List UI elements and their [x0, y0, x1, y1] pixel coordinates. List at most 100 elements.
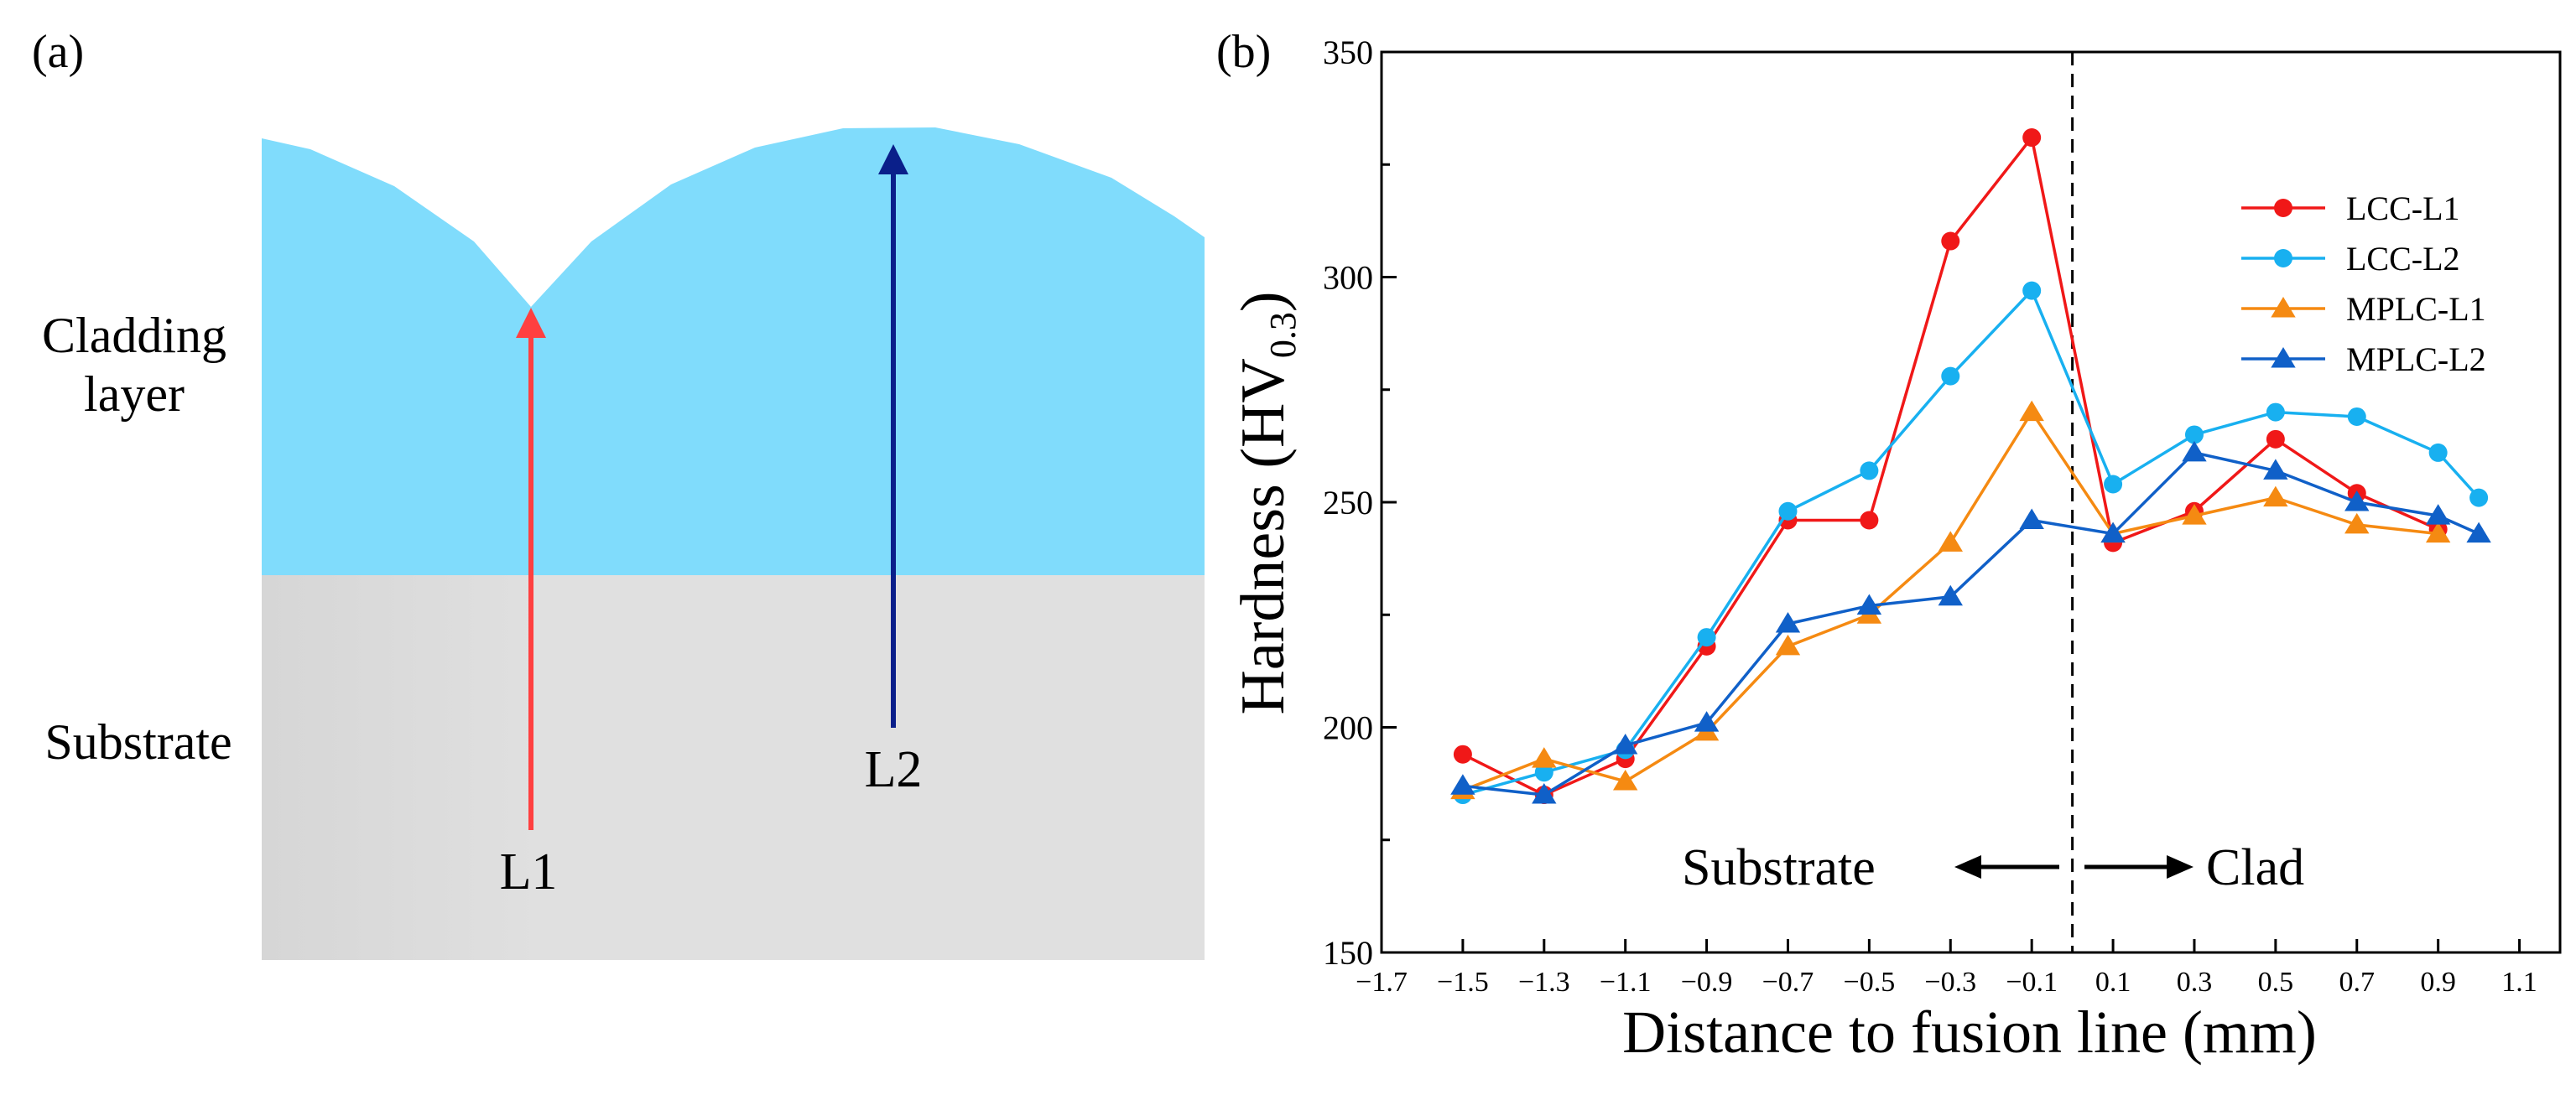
substrate-label: Substrate — [44, 714, 232, 770]
clad-arrow-head — [2167, 855, 2194, 879]
legend-label: LCC-L2 — [2346, 240, 2460, 278]
series-lcc-l1 — [1453, 128, 2448, 805]
data-point-mplc-l1 — [2344, 512, 2370, 534]
data-point-lcc-l2 — [2469, 488, 2489, 507]
cladding-layer-region — [262, 127, 1205, 575]
series-layer — [1450, 128, 2491, 805]
x-tick-label: 0.7 — [2339, 967, 2376, 998]
data-point-mplc-l1 — [1612, 769, 1638, 791]
x-tick-label: −0.9 — [1681, 967, 1733, 998]
y-axis-label-main: Hardness (HV — [1229, 358, 1298, 714]
data-point-mplc-l1 — [1775, 634, 1801, 656]
data-point-mplc-l2 — [1775, 611, 1801, 633]
legend-item-mplc-l2: MPLC-L2 — [2241, 340, 2486, 378]
substrate-annotation: Substrate — [1682, 839, 1876, 896]
x-tick-label: −0.3 — [1924, 967, 1976, 998]
data-point-lcc-l1 — [2022, 128, 2042, 148]
legend-label: MPLC-L1 — [2346, 290, 2486, 328]
x-tick-label: −0.7 — [1762, 967, 1814, 998]
y-tick-label: 250 — [1323, 484, 1373, 522]
substrate-region — [262, 574, 1205, 960]
plot-frame — [1380, 50, 2562, 954]
x-tick-label: 0.3 — [2177, 967, 2213, 998]
clad-annotation: Clad — [2206, 839, 2304, 896]
panel-b-label: (b) — [1216, 26, 1271, 78]
y-axis-label-close: ) — [1229, 291, 1298, 312]
data-point-mplc-l2 — [2182, 440, 2207, 462]
data-point-mplc-l1 — [2425, 522, 2451, 543]
data-point-mplc-l2 — [2263, 459, 2288, 480]
data-point-lcc-l2 — [2428, 443, 2448, 462]
l1-label: L1 — [500, 843, 558, 900]
data-point-lcc-l1 — [1941, 231, 1960, 251]
data-point-mplc-l2 — [1938, 584, 1963, 606]
data-point-mplc-l2 — [2466, 522, 2491, 543]
data-point-lcc-l2 — [1697, 628, 1716, 647]
x-axis-label: Distance to fusion line (mm) — [1622, 999, 2317, 1066]
x-tick-label: 1.1 — [2501, 967, 2537, 998]
data-point-mplc-l2 — [2425, 504, 2451, 525]
data-point-mplc-l2 — [1612, 733, 1638, 755]
data-point-lcc-l2 — [2347, 407, 2366, 426]
data-point-lcc-l2 — [1860, 461, 1879, 480]
panel-a-label: (a) — [32, 26, 84, 78]
x-tick-label: −1.5 — [1437, 967, 1489, 998]
data-point-mplc-l2 — [2019, 508, 2044, 529]
x-tick-label: 0.5 — [2258, 967, 2294, 998]
data-point-mplc-l1 — [1938, 531, 1963, 552]
data-point-mplc-l2 — [1532, 783, 1557, 804]
cladding-label-line2: layer — [84, 366, 185, 422]
x-tick-label: 0.1 — [2095, 967, 2131, 998]
x-tick-label: −0.5 — [1844, 967, 1896, 998]
cladding-label-line1: Cladding — [42, 308, 226, 363]
legend: LCC-L1 LCC-L2 MPLC-L1 MPLC-L2 — [2241, 189, 2486, 378]
legend-marker — [2271, 297, 2296, 318]
data-point-mplc-l1 — [2182, 504, 2207, 525]
data-point-lcc-l1 — [2266, 429, 2285, 449]
data-point-lcc-l2 — [2022, 281, 2042, 300]
legend-label: LCC-L1 — [2346, 189, 2460, 227]
data-point-mplc-l2 — [1450, 774, 1475, 795]
x-tick-label: 0.9 — [2420, 967, 2456, 998]
data-point-lcc-l1 — [1860, 511, 1879, 530]
panel-b-hardness-chart: (b) 150 200 250 300 350 −1.7 −1.5 −1.3 −1.1 −0.9… — [1216, 26, 2562, 1066]
data-point-mplc-l1 — [2263, 485, 2288, 507]
y-axis-ticks: 150 200 250 300 350 — [1323, 34, 1397, 972]
series-line-mplc-l2 — [1462, 451, 2480, 797]
y-tick-label: 200 — [1323, 709, 1373, 747]
x-tick-label: −1.7 — [1356, 967, 1408, 998]
data-point-lcc-l1 — [1453, 745, 1472, 764]
panel-a-schematic: (a) Cladding layer Substrate L1 L2 — [32, 26, 1205, 960]
data-point-mplc-l1 — [1532, 747, 1557, 768]
series-lcc-l2 — [1453, 281, 2489, 805]
data-point-mplc-l2 — [2100, 522, 2126, 543]
y-tick-label: 350 — [1323, 34, 1373, 71]
x-tick-label: −0.1 — [2006, 967, 2058, 998]
data-point-mplc-l2 — [1856, 594, 1882, 615]
series-line-lcc-l2 — [1462, 288, 2480, 797]
y-axis-label: Hardness (HV0.3) — [1229, 291, 1304, 714]
data-point-mplc-l2 — [2344, 490, 2370, 511]
x-tick-label: −1.1 — [1600, 967, 1652, 998]
substrate-arrow-head — [1954, 855, 1981, 879]
data-point-mplc-l1 — [2019, 400, 2044, 422]
x-axis-ticks: −1.7 −1.5 −1.3 −1.1 −0.9 −0.7 −0.5 −0.3 −0.1 0.1 0… — [1356, 939, 2537, 998]
legend-marker — [2274, 249, 2292, 267]
y-tick-label: 300 — [1323, 259, 1373, 297]
data-point-lcc-l2 — [2184, 425, 2204, 444]
legend-marker — [2271, 347, 2296, 368]
data-point-lcc-l2 — [1534, 763, 1553, 782]
legend-item-lcc-l2: LCC-L2 — [2241, 240, 2460, 278]
legend-item-mplc-l1: MPLC-L1 — [2241, 290, 2486, 328]
legend-label: MPLC-L2 — [2346, 340, 2486, 378]
legend-marker — [2274, 199, 2292, 217]
x-tick-label: −1.3 — [1518, 967, 1570, 998]
series-mplc-l2 — [1450, 440, 2491, 804]
l2-label: L2 — [865, 741, 923, 798]
data-point-lcc-l2 — [2266, 402, 2285, 422]
data-point-lcc-l2 — [1941, 366, 1960, 386]
data-point-lcc-l2 — [2104, 475, 2123, 494]
data-point-lcc-l2 — [1778, 501, 1798, 521]
y-axis-label-subscript: 0.3 — [1262, 312, 1304, 358]
